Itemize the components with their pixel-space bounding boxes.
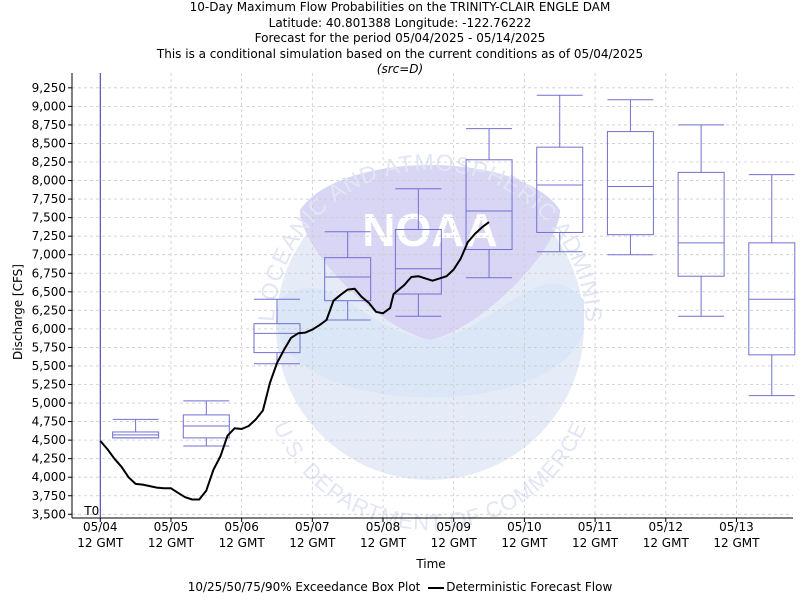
chart-title-block: 10-Day Maximum Flow Probabilities on the… bbox=[0, 0, 800, 78]
y-tick-label: 8,750 bbox=[32, 118, 66, 132]
x-tick-date: 05/06 bbox=[224, 520, 259, 534]
noaa-logo-text: NOAA bbox=[362, 204, 497, 256]
t0-label: T0 bbox=[83, 504, 99, 518]
chart-location: Latitude: 40.801388 Longitude: -122.7622… bbox=[268, 15, 532, 30]
box-iqr bbox=[536, 146, 584, 233]
exceedance-box bbox=[465, 128, 513, 279]
chart-condition-note: This is a conditional simulation based o… bbox=[156, 46, 644, 61]
x-tick-time: 12 GMT bbox=[643, 536, 690, 550]
exceedance-boxes bbox=[112, 94, 796, 447]
chart-period: Forecast for the period 05/04/2025 - 05/… bbox=[254, 31, 546, 45]
y-tick-label: 8,000 bbox=[32, 174, 66, 188]
y-tick-label: 9,250 bbox=[32, 81, 66, 95]
x-tick-date: 05/08 bbox=[366, 520, 401, 534]
y-tick-label: 7,750 bbox=[32, 192, 66, 206]
box-iqr bbox=[606, 131, 654, 236]
box-iqr bbox=[394, 228, 442, 295]
box-iqr bbox=[324, 257, 372, 302]
y-tick-label: 4,500 bbox=[32, 433, 66, 447]
deterministic-line bbox=[99, 221, 490, 501]
y-tick-label: 3,500 bbox=[32, 507, 66, 521]
x-tick-date: 05/10 bbox=[507, 520, 542, 534]
y-tick-label: 8,250 bbox=[32, 155, 66, 169]
x-tick-date: 05/12 bbox=[648, 520, 683, 534]
x-tick-date: 05/13 bbox=[719, 520, 754, 534]
y-tick-label: 6,500 bbox=[32, 285, 66, 299]
y-tick-label: 5,750 bbox=[32, 340, 66, 354]
y-tick-label: 5,500 bbox=[32, 359, 66, 373]
y-tick-label: 4,750 bbox=[32, 415, 66, 429]
x-axis-label: Time bbox=[415, 557, 445, 571]
y-tick-label: 4,000 bbox=[32, 470, 66, 484]
grid-lines bbox=[72, 73, 793, 518]
legend-line-label: Deterministic Forecast Flow bbox=[446, 580, 613, 594]
x-tick-time: 12 GMT bbox=[360, 536, 407, 550]
exceedance-box bbox=[324, 231, 372, 321]
box-iqr bbox=[465, 159, 513, 251]
noaa-logo-watermark: NOAA NATIONAL OCEANIC AND ATMOSPHERIC AD… bbox=[0, 0, 606, 535]
box-iqr bbox=[253, 323, 301, 354]
deterministic-series bbox=[99, 221, 490, 501]
y-tick-label: 4,250 bbox=[32, 452, 66, 466]
y-axis-label: Discharge [CFS] bbox=[11, 264, 25, 360]
x-tick-date: 05/05 bbox=[154, 520, 189, 534]
y-tick-label: 9,000 bbox=[32, 99, 66, 113]
x-tick-time: 12 GMT bbox=[289, 536, 336, 550]
y-tick-label: 8,500 bbox=[32, 136, 66, 150]
y-tick-label: 7,500 bbox=[32, 211, 66, 225]
exceedance-box bbox=[606, 99, 654, 256]
x-tick-date: 05/04 bbox=[83, 520, 118, 534]
x-tick-time: 12 GMT bbox=[148, 536, 195, 550]
exceedance-box bbox=[112, 418, 160, 439]
chart-source: (src=D) bbox=[376, 62, 424, 76]
y-tick-label: 6,750 bbox=[32, 266, 66, 280]
y-tick-label: 5,250 bbox=[32, 378, 66, 392]
y-tick-label: 7,250 bbox=[32, 229, 66, 243]
y-tick-label: 5,000 bbox=[32, 396, 66, 410]
x-tick-date: 05/11 bbox=[578, 520, 613, 534]
x-tick-time: 12 GMT bbox=[219, 536, 266, 550]
x-tick-time: 12 GMT bbox=[713, 536, 760, 550]
chart-title: 10-Day Maximum Flow Probabilities on the… bbox=[189, 0, 611, 14]
axes bbox=[68, 73, 793, 522]
exceedance-box bbox=[748, 174, 796, 397]
y-tick-label: 7,000 bbox=[32, 248, 66, 262]
y-tick-label: 6,250 bbox=[32, 303, 66, 317]
exceedance-box bbox=[677, 124, 725, 317]
legend-line-swatch bbox=[428, 586, 445, 589]
box-iqr bbox=[677, 171, 725, 277]
y-tick-label: 6,000 bbox=[32, 322, 66, 336]
x-tick-time: 12 GMT bbox=[431, 536, 478, 550]
y-tick-label: 3,750 bbox=[32, 489, 66, 503]
x-tick-time: 12 GMT bbox=[501, 536, 548, 550]
exceedance-box bbox=[394, 188, 442, 317]
tick-labels: 3,500 3,750 4,000 4,250 4,500 4,750 5,000 5,250… bbox=[32, 81, 761, 550]
legend-box-label: 10/25/50/75/90% Exceedance Box Plot bbox=[187, 580, 421, 594]
x-tick-time: 12 GMT bbox=[77, 536, 124, 550]
x-tick-time: 12 GMT bbox=[572, 536, 619, 550]
exceedance-box bbox=[182, 400, 230, 447]
legend: 10/25/50/75/90% Exceedance Box Plot Dete… bbox=[0, 580, 800, 594]
x-tick-date: 05/09 bbox=[436, 520, 471, 534]
exceedance-box bbox=[536, 94, 584, 253]
x-tick-date: 05/07 bbox=[295, 520, 330, 534]
